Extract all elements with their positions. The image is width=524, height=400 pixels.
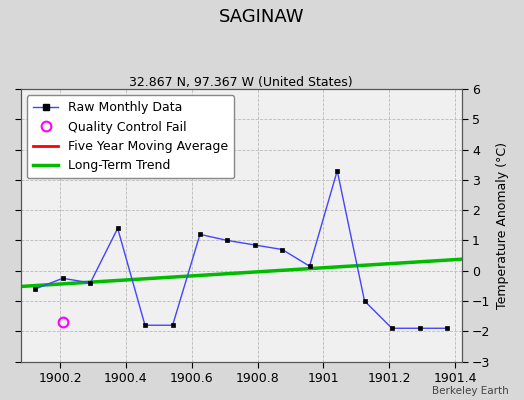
Text: SAGINAW: SAGINAW [219,8,305,26]
Text: Berkeley Earth: Berkeley Earth [432,386,508,396]
Y-axis label: Temperature Anomaly (°C): Temperature Anomaly (°C) [496,142,509,309]
Title: 32.867 N, 97.367 W (United States): 32.867 N, 97.367 W (United States) [129,76,353,89]
Legend: Raw Monthly Data, Quality Control Fail, Five Year Moving Average, Long-Term Tren: Raw Monthly Data, Quality Control Fail, … [27,95,234,178]
